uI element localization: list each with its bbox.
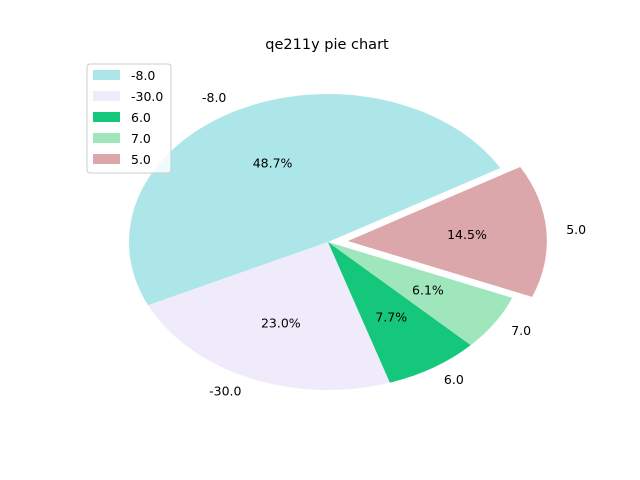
legend-swatch-3 bbox=[93, 133, 120, 143]
slice-category-label-4: 5.0 bbox=[566, 222, 586, 237]
legend-label-1: -30.0 bbox=[131, 89, 163, 104]
legend-swatch-2 bbox=[93, 112, 120, 122]
pie-slice-3 bbox=[328, 242, 513, 346]
slice-category-label-1: -30.0 bbox=[209, 384, 241, 399]
legend-label-2: 6.0 bbox=[131, 110, 151, 125]
pie-slice-0 bbox=[129, 94, 501, 306]
legend-swatch-1 bbox=[93, 91, 120, 101]
slice-percent-label-0: 48.7% bbox=[253, 155, 293, 170]
slice-percent-label-4: 14.5% bbox=[447, 227, 487, 242]
slice-percent-label-3: 6.1% bbox=[412, 283, 444, 298]
legend-label-3: 7.0 bbox=[131, 131, 151, 146]
slice-percent-label-2: 7.7% bbox=[375, 309, 407, 324]
legend-swatch-0 bbox=[93, 70, 120, 80]
slice-percent-label-1: 23.0% bbox=[261, 316, 301, 331]
chart-title: qe211y pie chart bbox=[265, 37, 389, 53]
legend-label-4: 5.0 bbox=[131, 152, 151, 167]
pie-slice-1 bbox=[148, 242, 390, 390]
legend: -8.0 -30.0 6.0 7.0 5.0 bbox=[86, 63, 172, 174]
pie-slices bbox=[129, 94, 547, 390]
slice-category-label-3: 7.0 bbox=[511, 323, 531, 338]
legend-swatch-4 bbox=[93, 154, 120, 164]
slice-category-label-0: -8.0 bbox=[202, 90, 226, 105]
percent-labels: 48.7% 23.0% 7.7% 6.1% 14.5% bbox=[253, 155, 487, 330]
legend-label-0: -8.0 bbox=[131, 68, 155, 83]
category-labels: -8.0 -30.0 6.0 7.0 5.0 bbox=[202, 90, 586, 399]
slice-category-label-2: 6.0 bbox=[444, 372, 464, 387]
pie-slice-4 bbox=[347, 166, 547, 297]
pie-slice-2 bbox=[328, 242, 471, 383]
